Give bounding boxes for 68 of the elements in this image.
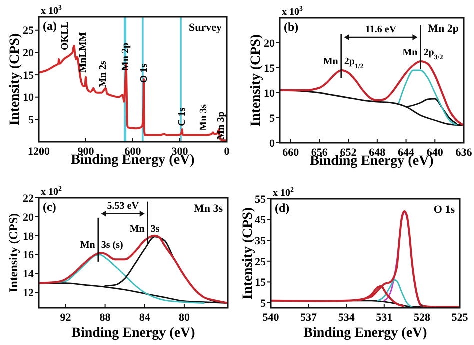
annotation: Mn 2p$_{3/2}$	[402, 48, 444, 62]
annotation: MnLMM	[78, 32, 89, 73]
annotation: C 1s	[177, 108, 188, 126]
y-tick-label: 35	[255, 235, 266, 248]
y-axis-title: Intensity (CPS)	[240, 207, 256, 300]
annotation: x 10$^{2}$	[41, 185, 62, 198]
y-tick-label: 15	[255, 277, 266, 290]
y-tick-label: 5	[270, 112, 276, 125]
annotation: x 10$^{3}$	[282, 5, 304, 18]
y-tick-label: 5	[260, 298, 266, 310]
y-axis-title: Intensity (CPS)	[6, 213, 20, 293]
y-tick-label: 18	[23, 230, 34, 243]
chart-title: (b)	[284, 20, 299, 34]
x-tick-label: 525	[452, 312, 469, 324]
annotation: Mn 3s (s)	[80, 240, 124, 251]
y-tick-label: 15	[264, 62, 276, 75]
x-tick-label: 88	[100, 312, 112, 324]
x-tick-label: 1200	[28, 146, 50, 158]
y-tick-label: 55	[255, 194, 266, 206]
y-tick-label: 15	[23, 70, 34, 82]
annotation: Mn 2s	[98, 61, 109, 88]
y-tick-label: 12	[23, 288, 34, 300]
text: Mn 3s	[194, 203, 224, 215]
y-tick-label: 16	[23, 250, 34, 262]
x-tick-label: 537	[300, 312, 318, 324]
text: O 1s	[434, 204, 456, 216]
x-tick-label: 92	[60, 312, 72, 324]
x-tick-label: 528	[414, 312, 431, 324]
y-tick-label: 25	[255, 256, 266, 268]
y-axis-title: Intensity (CPS)	[248, 34, 264, 127]
y-tick-label: 5	[28, 114, 34, 127]
annotation: Mn 2p$_{1/2}$	[323, 56, 364, 70]
y-tick-label: 22	[23, 192, 34, 205]
x-axis-title: Binding Energy (eV)	[304, 326, 428, 341]
x-tick-label: 84	[139, 312, 151, 324]
annotation: 5.53 eV	[107, 200, 140, 212]
annotation: Mn 3p	[216, 111, 227, 140]
annotation: Mn 3s	[130, 224, 160, 235]
x-axis-title: Binding Energy (eV)	[72, 326, 196, 341]
y-tick-label: 10	[23, 92, 34, 104]
y-tick-label: 45	[255, 214, 266, 227]
annotation: Mn 2p	[120, 42, 132, 72]
x-tick-label: 660	[282, 147, 300, 159]
y-tick-label: 0	[270, 138, 276, 150]
x-tick-label: 80	[178, 312, 190, 324]
annotation: OKLL	[60, 21, 71, 50]
annotation: x 10$^{2}$	[273, 186, 294, 199]
chart-subtitle: Mn 2p	[428, 23, 459, 35]
x-tick-label: 534	[338, 312, 356, 324]
y-tick-label: 20	[23, 48, 34, 60]
x-tick-label: 540	[262, 312, 280, 324]
y-axis-title: Intensity (CPS)	[8, 33, 23, 126]
y-tick-label: 10	[264, 88, 276, 100]
text: x 10$^{3}$	[41, 4, 62, 17]
y-tick-label: 25	[23, 25, 34, 38]
chart-title: (a)	[43, 19, 57, 33]
x-tick-label: 0	[224, 146, 230, 158]
annotation: O 1s	[138, 64, 150, 84]
y-tick-label: 14	[23, 268, 34, 281]
y-tick-label: 20	[264, 38, 276, 50]
x-tick-label: 636	[456, 147, 473, 159]
chart-subtitle: Survey	[189, 22, 222, 34]
x-tick-label: 531	[376, 312, 393, 324]
y-tick-label: 20	[23, 212, 34, 224]
chart-title: (d)	[275, 201, 290, 215]
chart-title: (c)	[43, 200, 56, 214]
annotation: Mn 3s	[198, 104, 210, 131]
annotation: 11.6 eV	[365, 24, 398, 36]
